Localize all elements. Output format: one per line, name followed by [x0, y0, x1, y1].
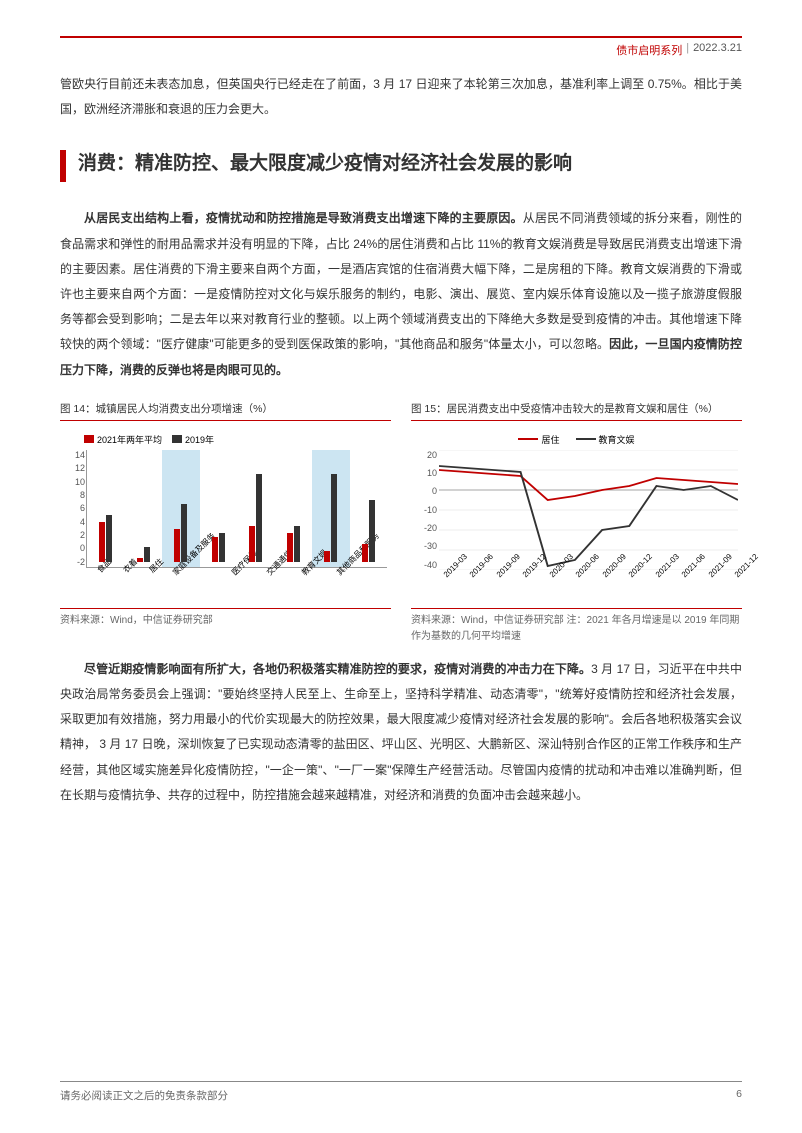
chart14-source: 资料来源：Wind，中信证券研究部: [60, 608, 391, 629]
chart-14: 图 14：城镇居民人均消费支出分项增速（%） 2021年两年平均 2019年 1…: [60, 401, 391, 645]
chart14-legend: 2021年两年平均 2019年: [64, 433, 387, 446]
para2-body: 3 月 17 日，习近平在中共中央政治局常务委员会上强调："要始终坚持人民至上、…: [60, 662, 742, 802]
section-marker: [60, 150, 66, 182]
chart15-svg: [439, 450, 738, 570]
header-divider: |: [686, 42, 689, 58]
chart15-xaxis: 2019-032019-062019-092019-122020-032020-…: [439, 570, 738, 583]
legend-label-a: 居住: [541, 433, 559, 446]
paragraph-1: 从居民支出结构上看，疫情扰动和防控措施是导致消费支出增速下降的主要原因。从居民不…: [60, 206, 742, 382]
chart14-box: 2021年两年平均 2019年 14121086420-2 食品衣着居住家庭设备…: [60, 429, 391, 604]
section-heading: 消费：精准防控、最大限度减少疫情对经济社会发展的影响: [60, 146, 742, 182]
page-number: 6: [736, 1088, 742, 1103]
chart14-title: 图 14：城镇居民人均消费支出分项增速（%）: [60, 401, 391, 421]
chart15-title: 图 15：居民消费支出中受疫情冲击较大的是教育文娱和居住（%）: [411, 401, 742, 421]
header-date: 2022.3.21: [693, 42, 742, 58]
para2-lead: 尽管近期疫情影响面有所扩大，各地仍积极落实精准防控的要求，疫情对消费的冲击力在下…: [84, 662, 591, 676]
page-header: 债市启明系列 | 2022.3.21: [60, 36, 742, 58]
page-footer: 请务必阅读正文之后的免责条款部分 6: [60, 1081, 742, 1103]
legend-label-b: 教育文娱: [599, 433, 635, 446]
footer-disclaimer: 请务必阅读正文之后的免责条款部分: [60, 1088, 228, 1103]
legend-label-2: 2019年: [185, 433, 214, 446]
chart14-xaxis: 食品衣着居住家庭设备及服务医疗保健交通通信教育文娱其他商品和服务: [86, 568, 387, 585]
legend-line-2: [576, 438, 596, 440]
chart15-plot: 20100-10-20-30-40: [439, 450, 738, 570]
legend-label-1: 2021年两年平均: [97, 433, 162, 446]
chart14-yaxis: 14121086420-2: [67, 450, 85, 567]
chart15-box: 居住 教育文娱 20100-10-20-30-40 2019-032019-06…: [411, 429, 742, 604]
charts-container: 图 14：城镇居民人均消费支出分项增速（%） 2021年两年平均 2019年 1…: [60, 401, 742, 645]
legend-line-1: [518, 438, 538, 440]
para1-body: 从居民不同消费领域的拆分来看，刚性的食品需求和弹性的耐用品需求并没有明显的下降，…: [60, 211, 742, 351]
header-series: 债市启明系列: [616, 42, 682, 58]
chart14-bars: [87, 450, 387, 567]
chart-15: 图 15：居民消费支出中受疫情冲击较大的是教育文娱和居住（%） 居住 教育文娱 …: [411, 401, 742, 645]
intro-paragraph: 管欧央行目前还未表态加息，但英国央行已经走在了前面，3 月 17 日迎来了本轮第…: [60, 72, 742, 122]
paragraph-2: 尽管近期疫情影响面有所扩大，各地仍积极落实精准防控的要求，疫情对消费的冲击力在下…: [60, 657, 742, 808]
chart15-source: 资料来源：Wind，中信证券研究部 注：2021 年各月增速是以 2019 年同…: [411, 608, 742, 645]
para1-lead: 从居民支出结构上看，疫情扰动和防控措施是导致消费支出增速下降的主要原因。: [84, 211, 523, 225]
chart15-yaxis: 20100-10-20-30-40: [415, 450, 437, 570]
legend-swatch-1: [84, 435, 94, 443]
legend-swatch-2: [172, 435, 182, 443]
intro-text: 管欧央行目前还未表态加息，但英国央行已经走在了前面，3 月 17 日迎来了本轮第…: [60, 77, 742, 116]
section-title-text: 消费：精准防控、最大限度减少疫情对经济社会发展的影响: [78, 146, 742, 182]
chart15-legend: 居住 教育文娱: [415, 433, 738, 446]
